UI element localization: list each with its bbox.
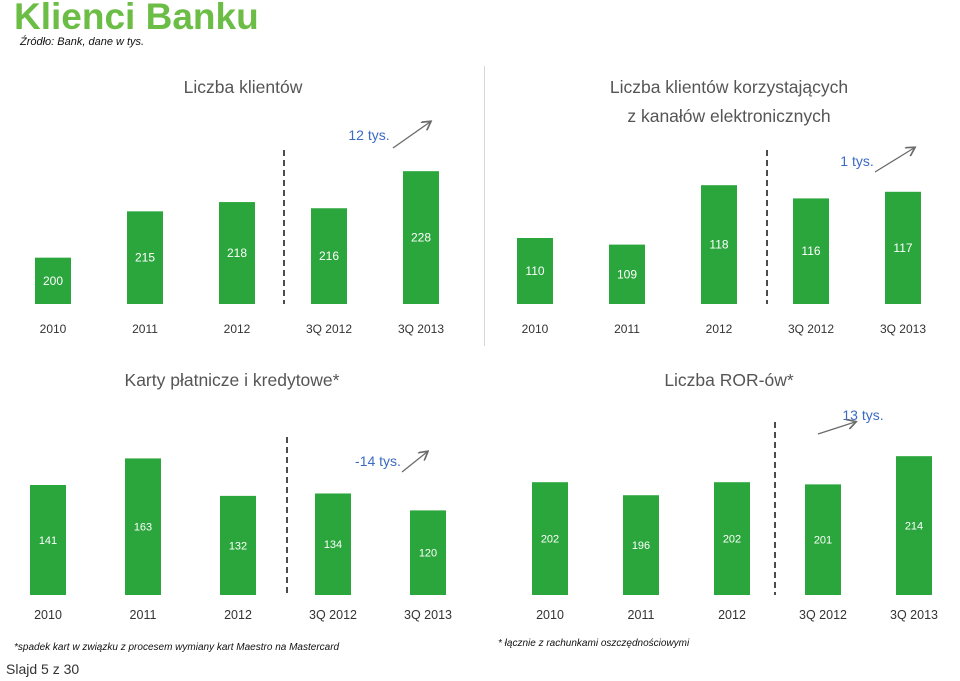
bar-value-label: 228: [411, 231, 431, 245]
bar-value-label: 134: [324, 539, 342, 551]
x-tick-label: 2012: [718, 608, 746, 622]
x-tick-label: 2010: [522, 322, 549, 336]
change-arrow: [817, 422, 855, 435]
bar: [125, 458, 161, 595]
x-tick-label: 3Q 2012: [799, 608, 847, 622]
change-arrow: [874, 148, 914, 173]
bar: [714, 482, 750, 595]
x-tick-label: 3Q 2013: [890, 608, 938, 622]
chart-title: Liczba ROR-ów*: [664, 370, 794, 390]
bar-value-label: 110: [525, 264, 544, 278]
bar-value-label: 218: [227, 246, 247, 260]
bar-value-label: 196: [632, 540, 650, 552]
bar-value-label: 120: [419, 548, 437, 560]
bar: [219, 202, 255, 304]
bar: [30, 485, 66, 595]
bar: [403, 171, 439, 304]
change-label: 1 tys.: [840, 153, 873, 169]
chart-title-line: z kanałów elektronicznych: [627, 106, 830, 126]
slide-number: Slajd 5 z 30: [6, 661, 80, 677]
bar-value-label: 118: [709, 238, 728, 252]
bar: [311, 208, 347, 304]
x-tick-label: 2010: [536, 608, 564, 622]
change-arrow: [392, 122, 430, 149]
x-tick-label: 2011: [132, 322, 158, 336]
x-tick-label: 2010: [34, 608, 62, 622]
bar-value-label: 214: [905, 521, 923, 533]
bar: [701, 185, 737, 304]
change-label: 13 tys.: [842, 407, 883, 423]
source-note: Źródło: Bank, dane w tys.: [20, 36, 145, 48]
chart-title-line: Liczba klientów: [184, 77, 303, 97]
bar: [805, 484, 841, 595]
x-tick-label: 3Q 2012: [306, 322, 352, 336]
x-tick-label: 3Q 2013: [404, 608, 452, 622]
bar: [793, 198, 829, 304]
change-arrow: [401, 452, 427, 473]
footnote-cards: *spadek kart w związku z procesem wymian…: [14, 642, 340, 653]
bar-value-label: 132: [229, 540, 247, 552]
bar-value-label: 117: [893, 241, 912, 255]
chart-1: Liczba klientów 200 2010 215 2011 218 2012 216 3…: [35, 77, 444, 336]
x-tick-label: 3Q 2012: [788, 322, 834, 336]
bar-value-label: 109: [617, 267, 637, 281]
chart-4: Liczba ROR-ów* 202 2010 196 2011 202 2012 201 3Q…: [532, 370, 938, 622]
bar: [517, 238, 553, 304]
bar-value-label: 201: [814, 535, 832, 547]
bar: [885, 191, 921, 304]
change-label: -14 tys.: [355, 453, 401, 469]
bar-value-label: 202: [723, 534, 741, 546]
chart-title-line: Liczba ROR-ów*: [664, 370, 794, 390]
bar-value-label: 202: [541, 534, 559, 546]
bar: [896, 456, 932, 595]
x-tick-label: 2012: [224, 608, 252, 622]
chart-title-line: Karty płatnicze i kredytowe*: [125, 370, 340, 390]
bar: [35, 257, 71, 304]
chart-title: Karty płatnicze i kredytowe*: [125, 370, 340, 390]
bar-value-label: 200: [43, 274, 63, 288]
x-tick-label: 2011: [628, 608, 655, 622]
chart-2: Liczba klientów korzystających z kanałów …: [517, 77, 926, 336]
x-tick-label: 2012: [224, 322, 251, 336]
bar-value-label: 116: [801, 244, 820, 258]
chart-3: Karty płatnicze i kredytowe* 141 2010 163 20…: [30, 370, 452, 622]
x-tick-label: 3Q 2013: [880, 322, 926, 336]
bar-value-label: 216: [319, 249, 339, 263]
x-tick-label: 2010: [40, 322, 67, 336]
chart-title: Liczba klientów: [184, 77, 303, 97]
change-label: 12 tys.: [348, 127, 389, 143]
bar: [220, 495, 256, 595]
bar: [127, 211, 163, 304]
bar: [315, 493, 351, 595]
chart-title-line: Liczba klientów korzystających: [610, 77, 848, 97]
bar: [410, 510, 446, 595]
x-tick-label: 2012: [706, 322, 733, 336]
x-tick-label: 2011: [614, 322, 640, 336]
bar: [609, 244, 645, 304]
bar: [623, 495, 659, 595]
bar-value-label: 215: [135, 251, 155, 265]
bar-value-label: 163: [134, 522, 152, 534]
footnote-ror: * łącznie z rachunkami oszczędnościowymi: [498, 638, 690, 649]
x-tick-label: 3Q 2013: [398, 322, 444, 336]
panel-separator: [484, 66, 485, 346]
bar: [532, 482, 568, 595]
x-tick-label: 2011: [130, 608, 157, 622]
x-tick-label: 3Q 2012: [309, 608, 357, 622]
page-title: Klienci Banku: [14, 0, 259, 37]
bar-value-label: 141: [39, 535, 57, 547]
chart-title: Liczba klientów korzystających z kanałów …: [610, 77, 848, 126]
